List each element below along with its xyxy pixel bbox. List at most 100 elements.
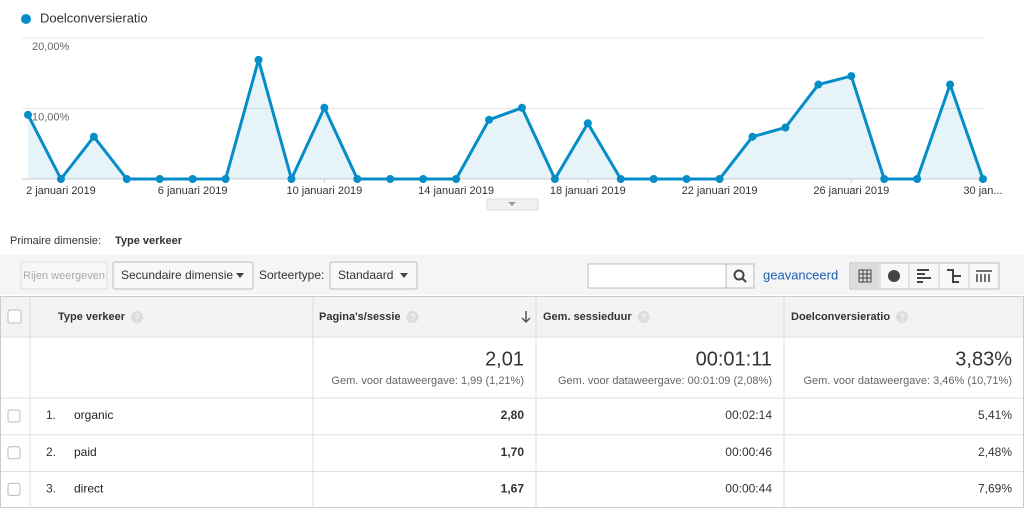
help-icon: ?	[410, 312, 415, 322]
help-icon: ?	[135, 312, 140, 322]
cell: 2,80	[501, 408, 525, 422]
select-all-checkbox[interactable]	[7, 309, 22, 324]
point[interactable]	[583, 119, 592, 128]
x-tick-label: 2 januari 2019	[26, 185, 96, 197]
cell: 00:02:14	[725, 408, 772, 422]
point[interactable]	[155, 175, 164, 183]
search-icon	[733, 269, 745, 281]
view-compare[interactable]	[947, 269, 961, 283]
point[interactable]	[89, 132, 98, 141]
advanced-link[interactable]: geavanceerd	[763, 267, 838, 282]
point[interactable]	[715, 175, 724, 183]
y-tick-label: 10,00%	[32, 111, 70, 123]
view-icons	[858, 264, 970, 288]
point[interactable]	[221, 175, 230, 183]
x-tick-label: 18 januari 2019	[550, 185, 626, 197]
point[interactable]	[946, 80, 955, 89]
cell: 2,48%	[978, 445, 1012, 459]
point[interactable]	[781, 123, 790, 132]
help-icon	[637, 311, 650, 323]
row-index: 3.	[46, 482, 56, 496]
total-note: Gem. voor dataweergave: 1,99 (1,21%)	[331, 375, 524, 387]
point[interactable]	[550, 175, 559, 183]
point[interactable]	[386, 175, 395, 183]
total-value: 3,83%	[955, 348, 1012, 370]
column-header[interactable]: Gem. sessieduur	[543, 311, 632, 323]
cell: 00:00:44	[725, 482, 772, 496]
column-header[interactable]: Type verkeer	[58, 311, 126, 323]
sort-label: Sorteertype:	[259, 268, 324, 282]
cell: 1,67	[501, 482, 525, 496]
point[interactable]	[419, 175, 428, 183]
dropdown-caret	[400, 273, 408, 278]
column-header[interactable]: Pagina's/sessie	[319, 311, 401, 323]
point[interactable]	[748, 132, 757, 141]
search-icon	[741, 277, 747, 283]
x-tick-label: 10 januari 2019	[286, 185, 362, 197]
primary-dimension-value[interactable]: Type verkeer	[115, 235, 183, 247]
point[interactable]	[814, 80, 823, 89]
show-rows-button[interactable]	[20, 261, 108, 290]
point[interactable]	[649, 175, 658, 183]
chart: 10,00% 20,00% 2 januari 2019 6 januari 2019…	[22, 37, 1003, 197]
cell: 7,69%	[978, 482, 1012, 496]
row-checkbox[interactable]	[7, 409, 21, 423]
sort-arrow	[521, 311, 531, 324]
point[interactable]	[517, 103, 526, 112]
legend-label: Doelconversieratio	[40, 10, 148, 25]
dimension-value[interactable]: paid	[74, 445, 97, 459]
point[interactable]	[287, 175, 296, 183]
view-bars[interactable]	[917, 269, 931, 283]
point[interactable]	[913, 175, 922, 183]
point[interactable]	[56, 175, 65, 183]
total-value: 00:01:11	[696, 348, 772, 370]
search-button[interactable]	[725, 263, 755, 289]
point[interactable]	[122, 175, 131, 183]
point[interactable]	[847, 72, 856, 81]
help-icon: ?	[641, 312, 646, 322]
point[interactable]	[485, 115, 494, 124]
help-icon	[131, 311, 144, 323]
dimension-value[interactable]: organic	[74, 408, 113, 422]
point[interactable]	[979, 175, 987, 183]
point[interactable]	[320, 103, 329, 112]
cell: 00:00:46	[725, 445, 772, 459]
dimension-value[interactable]: direct	[74, 482, 104, 496]
total-value: 2,01	[485, 348, 524, 370]
row-index: 1.	[46, 408, 56, 422]
view-pie[interactable]	[888, 270, 900, 282]
legend-marker	[21, 14, 31, 24]
view-pivot[interactable]	[976, 270, 992, 282]
x-tick-label: 30 jan...	[963, 185, 1002, 197]
secondary-dimension-button[interactable]	[112, 261, 254, 290]
point[interactable]	[353, 175, 362, 183]
point[interactable]	[616, 175, 625, 183]
x-tick-label: 22 januari 2019	[682, 185, 758, 197]
help-icon	[406, 311, 419, 323]
point[interactable]	[880, 175, 889, 183]
help-icon: ?	[900, 312, 905, 322]
help-icon	[896, 311, 909, 323]
row-checkbox[interactable]	[7, 482, 21, 496]
y-tick-label: 20,00%	[32, 41, 70, 53]
view-table[interactable]	[851, 264, 879, 288]
line	[26, 58, 985, 181]
x-tick-label: 14 januari 2019	[418, 185, 494, 197]
sort-value: Standaard	[338, 268, 393, 282]
row-index: 2.	[46, 445, 56, 459]
row-checkbox[interactable]	[7, 446, 21, 460]
point[interactable]	[188, 175, 197, 183]
toggle-arrow	[508, 202, 516, 206]
point[interactable]	[254, 55, 263, 64]
search-input[interactable]	[587, 263, 727, 289]
point[interactable]	[682, 175, 691, 183]
column-header[interactable]: Doelconversieratio	[791, 311, 890, 323]
cell: 5,41%	[978, 408, 1012, 422]
point[interactable]	[452, 175, 461, 183]
point[interactable]	[24, 110, 32, 119]
table-header	[1, 297, 1023, 337]
sort-dropdown[interactable]	[329, 261, 418, 290]
